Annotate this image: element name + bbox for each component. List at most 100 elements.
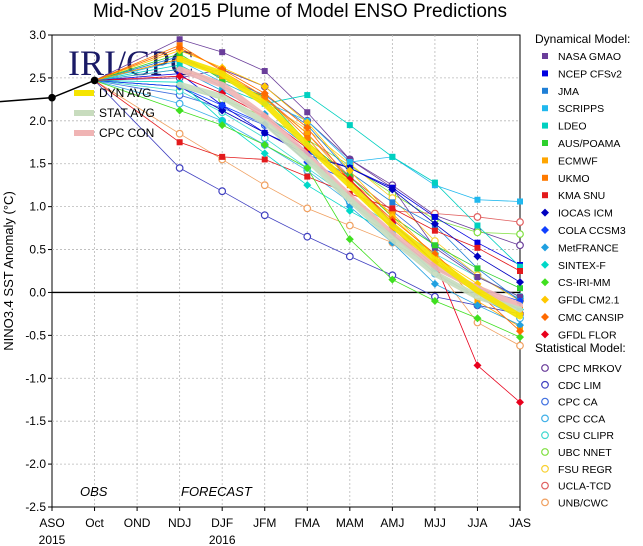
- observed-series: [0, 76, 99, 103]
- legend-marker: [541, 313, 549, 321]
- series-point: [175, 164, 184, 172]
- series-point: [261, 68, 268, 75]
- observed-point: [90, 76, 99, 85]
- y-tick-label: -2.0: [25, 457, 46, 471]
- y-tick-label: 1.0: [29, 200, 46, 214]
- legend-label: SINTEX-F: [558, 260, 606, 272]
- model-legend: Dynamical Model: NASA GMAO NCEP CFSv2 JMA SC…: [535, 32, 630, 509]
- series-point: [474, 265, 481, 272]
- average-line-dyn-avg: [176, 56, 523, 320]
- series-line: [94, 80, 521, 272]
- obs-label: OBS: [80, 484, 108, 499]
- series-point: [218, 121, 227, 130]
- x-tick-label: MJJ: [424, 516, 446, 530]
- series-point: [175, 129, 184, 138]
- legend-label: LDEO: [558, 121, 587, 133]
- legend-label: GFDL CM2.1: [558, 295, 620, 307]
- series-point: [474, 274, 481, 281]
- y-tick-label: 1.5: [29, 157, 46, 171]
- series-point: [303, 232, 312, 241]
- x-tick-label: NDJ: [168, 516, 191, 530]
- series-point: [474, 196, 481, 203]
- series-point: [260, 89, 269, 98]
- legend-label: COLA CCSM3: [558, 225, 626, 237]
- series-line: [94, 60, 521, 202]
- legend-label: ECMWF: [558, 155, 598, 167]
- series-point: [431, 227, 438, 234]
- y-tick-label: 3.0: [29, 28, 46, 42]
- series-point: [389, 205, 396, 212]
- legend-marker: [541, 481, 549, 490]
- legend-marker: [542, 140, 548, 146]
- series-point: [431, 179, 438, 186]
- series-point: [218, 101, 227, 110]
- series-point: [516, 230, 524, 238]
- series-kma-snu: [94, 80, 523, 274]
- series-point: [474, 239, 481, 246]
- average-legend: DYN AVG STAT AVG CPC CON: [74, 86, 155, 140]
- series-point: [346, 122, 353, 129]
- legend-marker: [542, 87, 548, 94]
- series-point: [304, 130, 311, 137]
- legend-label: CPC MRKOV: [558, 363, 622, 375]
- average-line-stat-avg: [176, 81, 523, 313]
- x-tick-label: ASO: [39, 516, 64, 530]
- series-point: [346, 159, 353, 166]
- x-tick-label: DJF: [211, 516, 233, 530]
- legend-header-statistical: Statistical Model:: [535, 341, 626, 355]
- series-point: [430, 219, 439, 228]
- legend-marker: [542, 157, 548, 164]
- series-point: [345, 166, 354, 175]
- series-point: [431, 213, 438, 220]
- legend-marker: [541, 330, 549, 339]
- legend-label: AUS/POAMA: [558, 138, 620, 150]
- y-tick-label: -0.5: [25, 328, 46, 342]
- series-point: [473, 228, 482, 237]
- series-point: [303, 204, 312, 213]
- series-point: [260, 82, 269, 91]
- x-tick-label: OND: [124, 516, 151, 530]
- series-point: [473, 252, 482, 261]
- series-point: [176, 62, 183, 69]
- series-point: [175, 72, 184, 81]
- series-point: [218, 187, 227, 196]
- average-legend-label: CPC CON: [99, 126, 154, 140]
- y-axis-label: NINO3.4 SST Anomaly (°C): [1, 191, 16, 351]
- legend-marker: [541, 448, 549, 456]
- series-point: [431, 242, 438, 249]
- series-point: [260, 140, 269, 149]
- series-line: [94, 80, 521, 315]
- series-line: [94, 38, 521, 298]
- series-point: [303, 164, 312, 173]
- series-point: [516, 341, 524, 350]
- y-tick-label: 0.0: [29, 285, 46, 299]
- legend-label: GFDL FLOR: [558, 329, 617, 341]
- series-point: [304, 109, 311, 116]
- series-cs-iri-mm: [94, 80, 524, 342]
- series-point: [388, 185, 397, 194]
- legend-label: JMA: [558, 86, 579, 98]
- legend-marker: [541, 260, 549, 269]
- forecast-label: FORECAST: [181, 484, 253, 499]
- series-point: [176, 36, 183, 43]
- year-label: 2015: [39, 533, 66, 546]
- series-point: [260, 128, 269, 137]
- series-point: [175, 106, 184, 115]
- series-point: [218, 116, 227, 125]
- series-point: [175, 99, 184, 108]
- series-point: [517, 263, 523, 270]
- series-point: [474, 222, 481, 229]
- observed-point: [48, 93, 56, 102]
- legend-label: CMC CANSIP: [558, 312, 624, 324]
- legend-marker: [541, 380, 549, 389]
- legend-label: CDC LIM: [558, 380, 601, 392]
- series-point: [304, 173, 311, 180]
- legend-label: UBC NNET: [558, 447, 612, 459]
- series-point: [516, 398, 524, 407]
- legend-label: UCLA-TCD: [558, 481, 612, 493]
- series-point: [219, 76, 226, 83]
- series-point: [260, 149, 269, 158]
- legend-label: FSU REGR: [558, 464, 613, 476]
- legend-marker: [542, 70, 548, 77]
- series-point: [304, 134, 311, 141]
